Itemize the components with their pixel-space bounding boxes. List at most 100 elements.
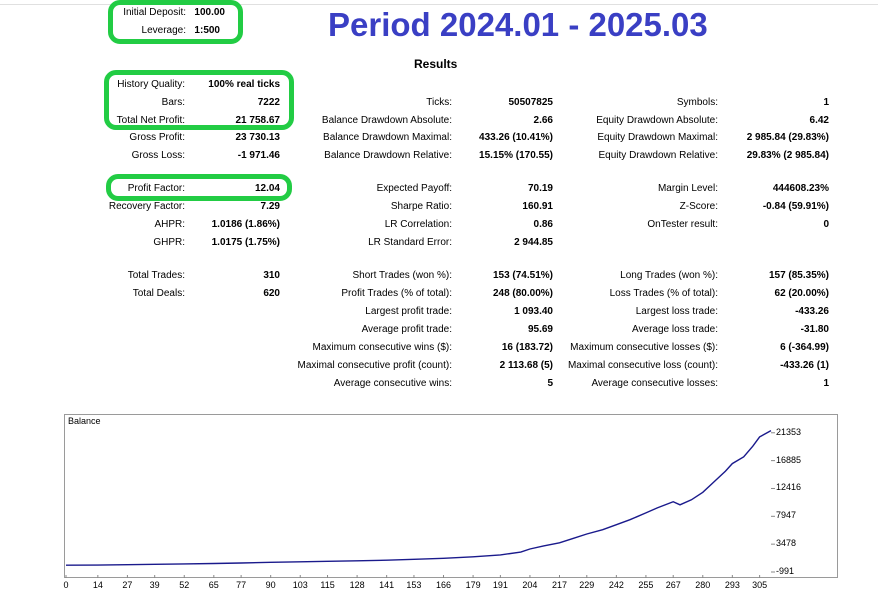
expected-payoff-label: Expected Payoff:	[376, 183, 452, 194]
leverage-value: 1:500	[194, 25, 220, 36]
largest-profit-trade-value: 1 093.40	[514, 306, 553, 317]
total-deals-label: Total Deals:	[132, 288, 185, 299]
recovery-factor-value: 7.29	[260, 201, 280, 212]
short-trades-value: 153 (74.51%)	[492, 270, 553, 281]
profit-factor-value: 12.04	[254, 183, 280, 194]
bars-label: Bars:	[161, 97, 185, 108]
history-quality-value: 100% real ticks	[208, 79, 280, 90]
short-trades-label: Short Trades (won %):	[352, 270, 452, 281]
average-consecutive-wins-value: 5	[547, 378, 553, 389]
results-title: Results	[414, 57, 458, 71]
highlight-box-quality	[104, 70, 294, 130]
ghpr-label: GHPR:	[153, 237, 185, 248]
maximal-consecutive-profit-value: 2 113.68 (5)	[499, 360, 553, 371]
x-tick-label: 52	[179, 580, 190, 590]
balance-dd-rel-label: Balance Drawdown Relative:	[324, 150, 452, 161]
average-loss-trade-label: Average loss trade:	[632, 324, 718, 335]
x-tick-label: 242	[608, 580, 624, 590]
recovery-factor-label: Recovery Factor:	[108, 201, 185, 212]
maximal-consecutive-loss-value: -433.26 (1)	[780, 360, 829, 371]
balance-chart-frame	[64, 414, 838, 578]
ahpr-label: AHPR:	[154, 219, 185, 230]
balance-dd-abs-value: 2.66	[533, 115, 553, 126]
history-quality-label: History Quality:	[117, 79, 185, 90]
profit-factor-label: Profit Factor:	[127, 183, 185, 194]
y-tick-label: 12416	[776, 482, 802, 493]
x-tick-label: 293	[724, 580, 740, 590]
balance-dd-max-label: Balance Drawdown Maximal:	[323, 132, 452, 143]
initial-deposit-label: Initial Deposit:	[123, 7, 186, 18]
x-tick-label: 115	[320, 580, 335, 590]
sharpe-ratio-value: 160.91	[522, 201, 553, 212]
ontester-result-value: 0	[823, 219, 829, 230]
largest-loss-trade-label: Largest loss trade:	[635, 306, 718, 317]
total-net-profit-label: Total Net Profit:	[116, 115, 185, 126]
ghpr-value: 1.0175 (1.75%)	[211, 237, 280, 248]
y-tick-label: 3478	[776, 538, 797, 549]
chart-title: Balance	[68, 416, 101, 426]
x-tick-label: 90	[265, 580, 276, 590]
z-score-value: -0.84 (59.91%)	[762, 201, 829, 212]
equity-dd-rel-label: Equity Drawdown Relative:	[598, 150, 719, 161]
x-tick-label: 217	[551, 580, 568, 590]
y-tick-label: 7947	[776, 510, 797, 521]
margin-level-label: Margin Level:	[657, 183, 718, 194]
long-trades-label: Long Trades (won %):	[620, 270, 718, 281]
equity-dd-max-value: 2 985.84 (29.83%)	[746, 132, 829, 143]
equity-dd-abs-value: 6.42	[809, 115, 829, 126]
profit-trades-label: Profit Trades (% of total):	[341, 288, 452, 299]
x-tick-label: 255	[638, 580, 654, 590]
gross-loss-value: -1 971.46	[237, 150, 280, 161]
x-tick-label: 229	[579, 580, 595, 590]
x-tick-label: 39	[149, 580, 160, 590]
x-tick-label: 0	[63, 580, 69, 590]
margin-level-value: 444608.23%	[772, 183, 829, 194]
max-consecutive-wins-value: 16 (183.72)	[501, 342, 553, 353]
lr-correlation-value: 0.86	[533, 219, 553, 230]
gross-loss-label: Gross Loss:	[131, 150, 185, 161]
sharpe-ratio-label: Sharpe Ratio:	[390, 201, 452, 212]
gross-profit-label: Gross Profit:	[129, 132, 185, 143]
x-tick-label: 153	[406, 580, 422, 590]
average-profit-trade-label: Average profit trade:	[361, 324, 452, 335]
x-tick-label: 166	[436, 580, 452, 590]
ahpr-value: 1.0186 (1.86%)	[211, 219, 280, 230]
symbols-value: 1	[823, 97, 829, 108]
initial-deposit-value: 100.00	[194, 7, 225, 18]
max-consecutive-wins-label: Maximum consecutive wins ($):	[312, 342, 452, 353]
ticks-label: Ticks:	[426, 97, 452, 108]
max-consecutive-losses-value: 6 (-364.99)	[780, 342, 829, 353]
balance-dd-max-value: 433.26 (10.41%)	[479, 132, 553, 143]
y-tick-label: 21353	[776, 426, 802, 437]
balance-dd-rel-value: 15.15% (170.55)	[479, 150, 553, 161]
balance-dd-abs-label: Balance Drawdown Absolute:	[321, 115, 452, 126]
x-tick-label: 14	[92, 580, 103, 590]
y-tick-label: -991	[776, 566, 795, 576]
max-consecutive-losses-label: Maximum consecutive losses ($):	[570, 342, 718, 353]
total-trades-label: Total Trades:	[127, 270, 185, 281]
average-loss-trade-value: -31.80	[800, 324, 829, 335]
long-trades-value: 157 (85.35%)	[768, 270, 829, 281]
loss-trades-value: 62 (20.00%)	[774, 288, 829, 299]
highlight-box-profit-factor	[106, 174, 292, 201]
maximal-consecutive-loss-label: Maximal consecutive loss (count):	[567, 360, 718, 371]
gross-profit-value: 23 730.13	[235, 132, 281, 143]
leverage-label: Leverage:	[141, 25, 186, 36]
expected-payoff-value: 70.19	[527, 183, 553, 194]
total-deals-value: 620	[263, 288, 280, 299]
balance-line	[65, 429, 772, 566]
ticks-value: 50507825	[508, 97, 554, 108]
x-tick-label: 77	[236, 580, 247, 590]
average-consecutive-losses-label: Average consecutive losses:	[591, 378, 718, 389]
x-tick-label: 204	[522, 580, 538, 590]
bars-value: 7222	[257, 97, 280, 108]
x-tick-label: 179	[465, 580, 481, 590]
profit-trades-value: 248 (80.00%)	[492, 288, 553, 299]
loss-trades-label: Loss Trades (% of total):	[609, 288, 718, 299]
x-tick-label: 191	[492, 580, 508, 590]
lr-standard-error-value: 2 944.85	[514, 237, 553, 248]
equity-dd-abs-label: Equity Drawdown Absolute:	[596, 115, 718, 126]
total-net-profit-value: 21 758.67	[235, 115, 281, 126]
x-tick-label: 103	[292, 580, 308, 590]
